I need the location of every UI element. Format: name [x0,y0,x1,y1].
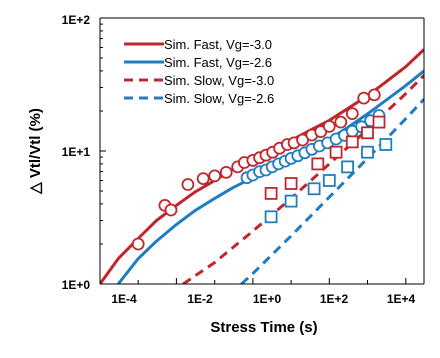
plot-area [99,17,425,285]
blue-square-marker [307,182,321,196]
red-circle-marker [357,91,371,105]
red-circle-marker [208,169,222,183]
red-circle-marker [322,120,336,133]
red-square-marker [311,157,325,171]
red-square-marker [372,115,386,129]
x-tick-label: 1E+0 [253,292,282,306]
x-tick-label: 1E-2 [187,292,213,306]
blue-square-marker [264,210,278,224]
red-square-marker [284,177,298,190]
legend-label-fast-vg26: Sim. Fast, Vg=-2.6 [164,55,272,70]
blue-square-marker [379,138,393,151]
red-circle-marker [131,237,145,251]
legend-label-fast-vg30: Sim. Fast, Vg=-3.0 [164,37,272,52]
legend-label-slow-vg26: Sim. Slow, Vg=-2.6 [164,91,274,106]
red-circle-marker [181,178,195,191]
x-tick-label: 1E-4 [111,292,137,306]
red-circle-marker [367,88,381,102]
legend-label-slow-vg30: Sim. Slow, Vg=-3.0 [164,73,274,88]
x-axis-title: Stress Time (s) [210,319,317,336]
red-circle-marker [164,203,178,217]
blue-square-marker [341,160,355,174]
red-square-marker [264,186,278,200]
red-circle-marker [345,107,359,120]
blue-square-marker [322,174,336,187]
y-axis-title: △ Vtl/Vtl (%) [27,108,44,195]
x-tick-label: 1E+4 [387,292,416,306]
red-square-marker [345,135,359,149]
y-tick-label: 1E+0 [62,278,91,292]
legend: Sim. Fast, Vg=-3.0 Sim. Fast, Vg=-2.6 Si… [124,37,274,106]
y-tick-label: 1E+1 [62,145,91,159]
red-circle-marker [196,172,210,186]
red-square-marker [361,126,374,140]
series-line-4 [240,98,424,284]
y-tick-label: 1E+2 [62,13,91,27]
blue-square-marker [284,194,298,208]
red-circle-marker [334,115,348,129]
red-square-marker [329,145,343,159]
x-tick-label: 1E+2 [320,292,349,306]
red-circle-marker [219,165,233,179]
blue-square-marker [361,145,374,159]
series-line-3 [182,74,424,284]
